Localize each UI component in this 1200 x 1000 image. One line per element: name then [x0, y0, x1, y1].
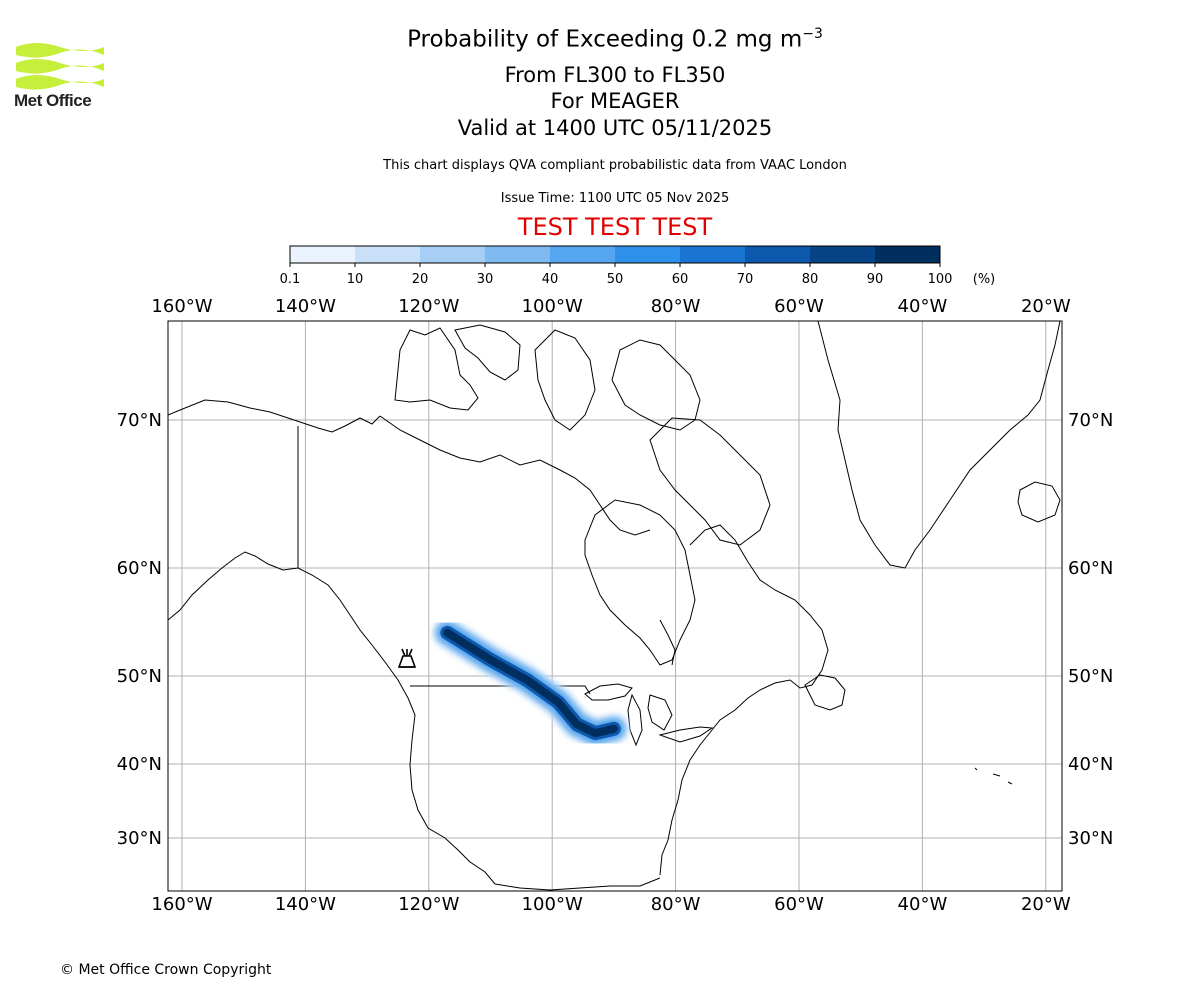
volcano-name: For MEAGER	[550, 89, 680, 113]
lon-label-bottom: 160°W	[151, 894, 212, 915]
colorbar-tick-label: 50	[607, 272, 624, 287]
copyright-notice: © Met Office Crown Copyright	[60, 962, 272, 978]
issue-time: Issue Time: 1100 UTC 05 Nov 2025	[500, 191, 730, 206]
colorbar-unit: (%)	[973, 272, 996, 287]
colorbar-tick-label: 60	[672, 272, 689, 287]
lake-superior	[584, 683, 633, 701]
lon-label-top: 160°W	[151, 296, 212, 317]
colorbar-tick-label: 10	[347, 272, 364, 287]
greenland	[817, 321, 1061, 569]
logo-wordmark: Met Office	[14, 91, 92, 110]
lat-label-right: 60°N	[1068, 558, 1113, 579]
colorbar-segment	[485, 246, 551, 263]
lon-label-top: 120°W	[398, 296, 459, 317]
colorbar-tick-label: 70	[737, 272, 754, 287]
colorbar-tick-label: 20	[412, 272, 429, 287]
colorbar-segment	[290, 246, 356, 263]
plume-core	[443, 628, 618, 738]
colorbar-tick-label: 100	[928, 272, 953, 287]
colorbar-segment	[745, 246, 811, 263]
lat-label-left: 30°N	[117, 828, 162, 849]
us-east-coast	[659, 729, 713, 876]
flight-level-range: From FL300 to FL350	[504, 63, 726, 87]
lon-label-top: 80°W	[651, 296, 701, 317]
ash-probability-plume	[432, 617, 629, 749]
lon-label-top: 20°W	[1021, 296, 1071, 317]
lat-label-left: 40°N	[117, 754, 162, 775]
lake-huron	[647, 694, 673, 731]
title-exponent: −3	[802, 26, 823, 42]
lat-label-left: 70°N	[117, 410, 162, 431]
lon-label-bottom: 140°W	[275, 894, 336, 915]
alaska-coast	[168, 399, 381, 433]
graticule	[168, 321, 1062, 891]
coastlines	[168, 321, 1061, 891]
atlantic-islands	[974, 767, 1013, 785]
volcano-icon	[397, 648, 417, 668]
hudson-bay	[584, 499, 696, 666]
lon-label-top: 140°W	[275, 296, 336, 317]
colorbar-segment	[420, 246, 486, 263]
met-office-logo	[16, 43, 104, 90]
canada-north-coast	[379, 415, 651, 536]
colorbar-segment	[810, 246, 876, 263]
lake-michigan	[627, 693, 643, 747]
iceland	[1017, 481, 1061, 523]
baffin-island	[649, 417, 771, 546]
arctic-island-3	[534, 329, 596, 431]
lat-label-right: 30°N	[1068, 828, 1113, 849]
lon-label-bottom: 20°W	[1021, 894, 1071, 915]
colorbar-tick-label: 80	[802, 272, 819, 287]
axis-labels: 160°W 160°W 140°W 140°W 120°W 120°W 100°W 100°W…	[117, 296, 1114, 915]
lon-label-bottom: 120°W	[398, 894, 459, 915]
gulf-coast	[494, 877, 661, 891]
colorbar-tick-label: 40	[542, 272, 559, 287]
lat-label-right: 50°N	[1068, 666, 1113, 687]
james-bay	[659, 619, 676, 666]
colorbar-segment	[875, 246, 941, 263]
lon-label-bottom: 60°W	[774, 894, 824, 915]
lat-label-right: 70°N	[1068, 410, 1113, 431]
alaska-south-coast	[168, 551, 496, 885]
colorbar-segment	[355, 246, 421, 263]
title-main: Probability of Exceeding 0.2 mg m	[407, 26, 803, 53]
chart-note: This chart displays QVA compliant probab…	[383, 158, 847, 173]
lat-label-left: 50°N	[117, 666, 162, 687]
colorbar-tick-label: 0.1	[280, 272, 300, 287]
test-banner: TEST TEST TEST	[517, 213, 713, 241]
chart-title: Probability of Exceeding 0.2 mg m−3	[290, 26, 940, 53]
probability-colorbar: 0.1 10 20 30 40 50 60 70 80 90 100 (%)	[280, 245, 996, 287]
arctic-island-1	[394, 327, 479, 411]
lon-label-top: 60°W	[774, 296, 824, 317]
arctic-island-4	[611, 339, 701, 431]
colorbar-segment	[680, 246, 746, 263]
colorbar-segment	[615, 246, 681, 263]
lon-label-bottom: 100°W	[522, 894, 583, 915]
lon-label-bottom: 40°W	[898, 894, 948, 915]
lon-label-top: 40°W	[898, 296, 948, 317]
colorbar-tick-label: 30	[477, 272, 494, 287]
lake-erie-ontario	[658, 726, 714, 743]
map-panel: 160°W 160°W 140°W 140°W 120°W 120°W 100°W 100°W…	[117, 296, 1114, 915]
lat-label-right: 40°N	[1068, 754, 1113, 775]
map-frame	[167, 320, 1063, 892]
lat-label-left: 60°N	[117, 558, 162, 579]
colorbar-segment	[550, 246, 616, 263]
lon-label-bottom: 80°W	[651, 894, 701, 915]
labrador-coast	[689, 524, 829, 731]
newfoundland	[804, 674, 846, 711]
arctic-island-2	[454, 324, 521, 381]
colorbar-tick-label: 90	[867, 272, 884, 287]
valid-time: Valid at 1400 UTC 05/11/2025	[457, 116, 773, 140]
lon-label-top: 100°W	[522, 296, 583, 317]
